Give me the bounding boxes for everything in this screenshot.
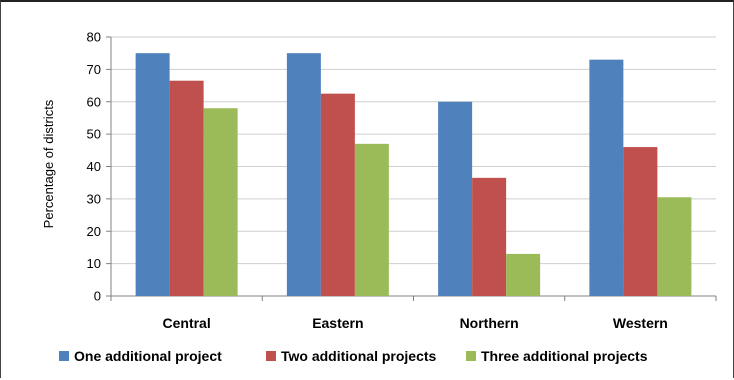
y-axis-label: Percentage of districts [41, 99, 56, 228]
y-tick-label: 40 [87, 159, 101, 174]
legend-label: Two additional projects [281, 348, 437, 364]
legend-swatch [59, 351, 69, 361]
y-tick-labels: 0 10 20 30 40 50 60 70 80 [87, 30, 101, 304]
category-label: Northern [460, 315, 519, 331]
bar [286, 53, 321, 296]
y-tick-label: 30 [87, 191, 101, 206]
bar [354, 143, 389, 296]
bar [320, 93, 355, 296]
y-tick-label: 50 [87, 127, 101, 142]
legend-label: Three additional projects [481, 348, 648, 364]
category-labels: Central Eastern Northern Western [163, 315, 668, 331]
y-tick-label: 20 [87, 224, 101, 239]
bar [169, 80, 204, 296]
bar [657, 197, 692, 296]
legend: One additional project Two additional pro… [59, 348, 648, 364]
category-label: Western [613, 315, 668, 331]
legend-swatch [266, 351, 276, 361]
bar [623, 147, 658, 296]
category-label: Eastern [312, 315, 363, 331]
bar [589, 59, 624, 296]
bars [135, 53, 692, 296]
bar [438, 101, 473, 296]
bar [472, 177, 507, 296]
category-label: Central [163, 315, 211, 331]
legend-label: One additional project [74, 348, 222, 364]
bar [506, 253, 541, 296]
y-tick-label: 10 [87, 256, 101, 271]
y-tick-label: 0 [94, 289, 101, 304]
legend-swatch [466, 351, 476, 361]
y-tick-label: 60 [87, 94, 101, 109]
bar [203, 108, 238, 296]
y-tick-label: 80 [87, 30, 101, 45]
bar [135, 53, 170, 296]
y-tick-label: 70 [87, 62, 101, 77]
